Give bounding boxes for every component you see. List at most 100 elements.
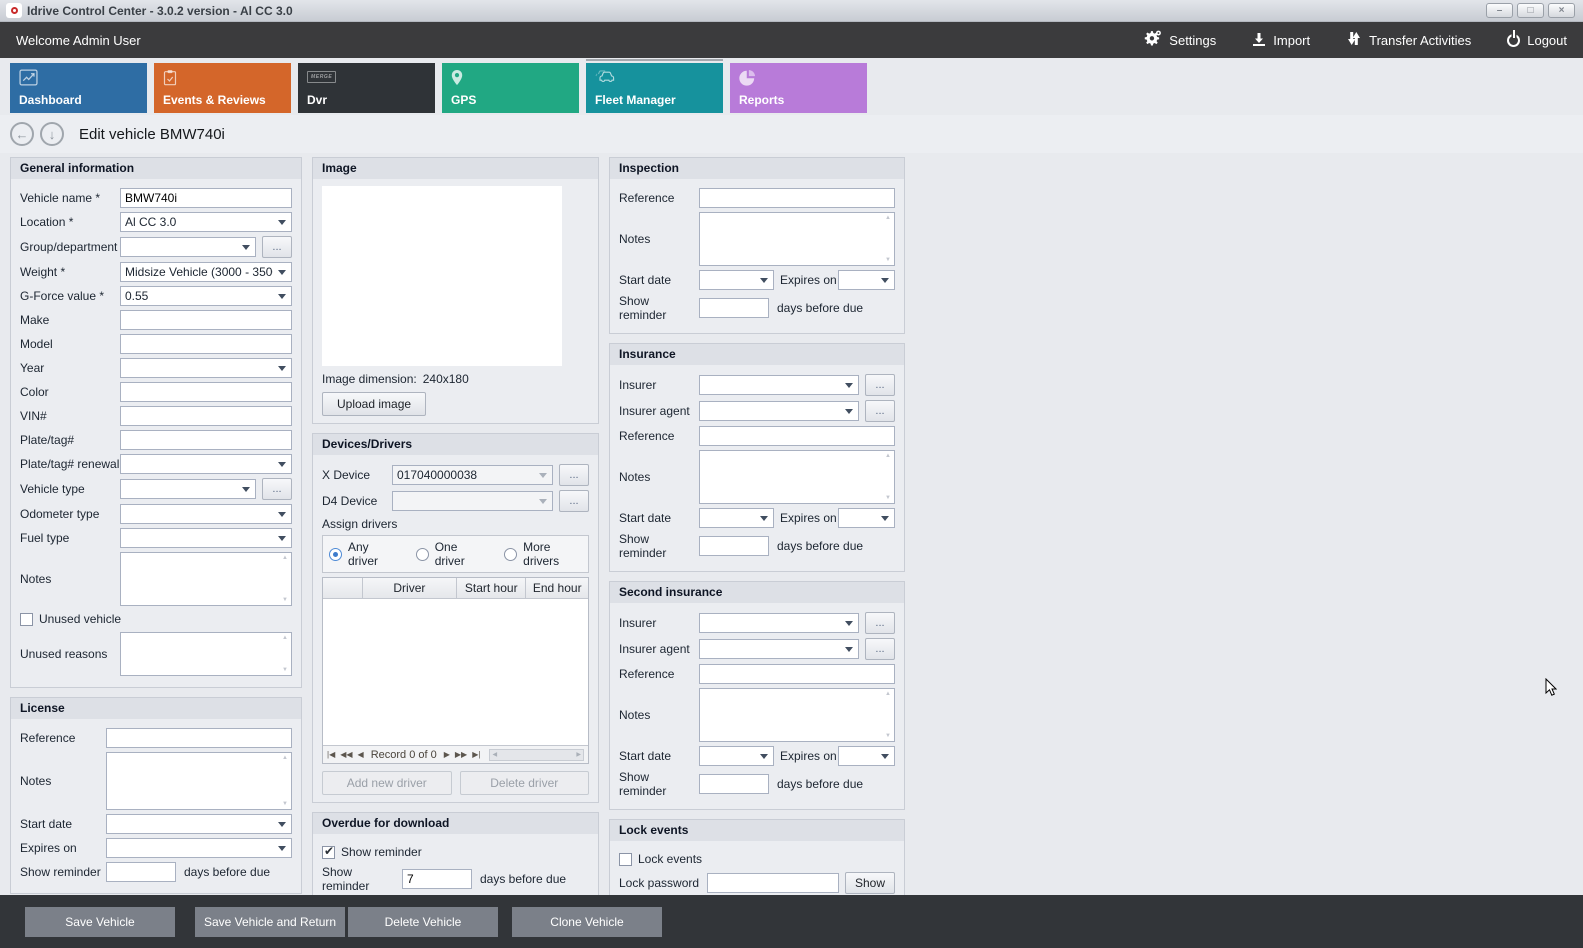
license-reminder-input[interactable] [106,862,176,882]
vin-input[interactable] [120,406,292,426]
x-device-browse-button[interactable]: ... [559,464,589,486]
general-notes-textarea[interactable] [120,552,292,606]
insurer-browse-button[interactable]: ... [865,374,895,396]
d4-device-browse-button[interactable]: ... [559,490,589,512]
insurer-dropdown[interactable] [699,375,859,395]
radio-more-drivers[interactable] [504,547,518,561]
make-input[interactable] [120,310,292,330]
grid-header-end-hour[interactable]: End hour [532,581,582,595]
insurer2-browse-button[interactable]: ... [865,612,895,634]
overdue-reminder-input[interactable] [402,869,472,889]
clone-vehicle-button[interactable]: Clone Vehicle [512,906,662,937]
overdue-show-reminder-checkbox[interactable] [322,844,335,859]
panel-title: Overdue for download [313,813,598,834]
tab-events-reviews[interactable]: Events & Reviews [154,63,291,113]
license-reference-input[interactable] [106,728,292,748]
model-input[interactable] [120,334,292,354]
nav-next-button[interactable]: ▶ [443,750,450,759]
plate-renewal-dropdown[interactable] [120,454,292,474]
insurance-notes-textarea[interactable] [699,450,895,504]
insurance-start-date-dropdown[interactable] [699,508,774,528]
insurer2-agent-browse-button[interactable]: ... [865,638,895,660]
grid-horizontal-scrollbar[interactable]: ◀ ▶ [489,748,584,761]
insurance-reference-input[interactable] [699,426,895,446]
group-department-dropdown[interactable] [120,237,256,257]
maximize-button[interactable]: □ [1517,3,1544,18]
close-button[interactable]: × [1548,3,1575,18]
vehicle-image-placeholder [322,186,562,366]
gforce-dropdown[interactable]: 0.55 [120,286,292,306]
radio-one-driver[interactable] [415,547,429,561]
scroll-down-button[interactable]: ↓ [40,122,64,146]
insurance2-reference-input[interactable] [699,664,895,684]
year-dropdown[interactable] [120,358,292,378]
minimize-button[interactable]: – [1486,3,1513,18]
logout-button[interactable]: Logout [1507,33,1567,48]
nav-last-button[interactable]: ▶| [472,750,481,759]
nav-prev-page-button[interactable]: ◀◀ [340,750,353,759]
insurer-agent-dropdown[interactable] [699,401,859,421]
tab-fleet-manager[interactable]: Fleet Manager [586,63,723,113]
inspection-notes-textarea[interactable] [699,212,895,266]
inspection-start-date-dropdown[interactable] [699,270,774,290]
scroll-left-icon[interactable]: ◀ [492,752,498,758]
chevron-down-icon [278,294,286,299]
x-device-dropdown[interactable]: 017040000038 [392,465,553,485]
insurance2-start-date-dropdown[interactable] [699,746,774,766]
insurance2-expires-dropdown[interactable] [838,746,895,766]
drivers-grid-body[interactable] [323,599,588,745]
nav-prev-button[interactable]: ◀ [357,750,364,759]
back-button[interactable]: ← [10,122,34,146]
delete-driver-button[interactable]: Delete driver [459,771,589,795]
fuel-type-dropdown[interactable] [120,528,292,548]
vehicle-name-input[interactable] [120,188,292,208]
delete-vehicle-button[interactable]: Delete Vehicle [348,906,498,937]
save-vehicle-return-button[interactable]: Save Vehicle and Return [195,906,345,937]
tab-dashboard[interactable]: Dashboard [10,63,147,113]
unused-vehicle-checkbox[interactable] [20,612,33,626]
vehicle-type-browse-button[interactable]: ... [262,478,292,500]
show-password-button[interactable]: Show [844,872,895,894]
settings-button[interactable]: Settings [1143,30,1216,50]
insurer2-agent-dropdown[interactable] [699,639,859,659]
odometer-type-dropdown[interactable] [120,504,292,524]
lock-events-checkbox[interactable] [619,852,632,866]
insurer2-dropdown[interactable] [699,613,859,633]
grid-header-start-hour[interactable]: Start hour [457,578,527,598]
plate-tag-input[interactable] [120,430,292,450]
insurance2-notes-textarea[interactable] [699,688,895,742]
location-dropdown[interactable]: Al CC 3.0 [120,212,292,232]
d4-device-dropdown[interactable] [392,491,553,511]
scroll-right-icon[interactable]: ▶ [576,752,581,758]
inspection-expires-dropdown[interactable] [838,270,895,290]
unused-reasons-textarea[interactable] [120,632,292,676]
license-notes-textarea[interactable] [106,752,292,810]
group-browse-button[interactable]: ... [262,236,292,258]
nav-next-page-button[interactable]: ▶▶ [454,750,468,759]
insurance2-reminder-input[interactable] [699,774,769,794]
weight-dropdown[interactable]: Midsize Vehicle (3000 - 3500 p... [120,262,292,282]
nav-first-button[interactable]: |◀ [327,750,336,759]
insurance-reminder-input[interactable] [699,536,769,556]
model-label: Model [20,337,53,351]
insurance-expires-dropdown[interactable] [838,508,895,528]
tab-gps[interactable]: GPS [442,63,579,113]
license-expires-dropdown[interactable] [106,838,292,858]
upload-image-button[interactable]: Upload image [322,392,427,416]
radio-any-driver[interactable] [329,547,342,561]
lock-password-input[interactable] [707,873,839,893]
tab-dvr[interactable]: MERGE Dvr [298,63,435,113]
inspection-reminder-input[interactable] [699,298,769,318]
save-vehicle-button[interactable]: Save Vehicle [25,906,175,937]
chevron-down-icon [278,846,286,851]
insurer-agent-browse-button[interactable]: ... [865,400,895,422]
tab-reports[interactable]: Reports [730,63,867,113]
license-start-date-dropdown[interactable] [106,814,292,834]
inspection-reference-input[interactable] [699,188,895,208]
grid-header-driver[interactable]: Driver [363,578,457,598]
transfer-activities-button[interactable]: Transfer Activities [1346,31,1471,49]
import-button[interactable]: Import [1252,32,1310,49]
add-new-driver-button[interactable]: Add new driver [322,771,452,795]
vehicle-type-dropdown[interactable] [120,479,256,499]
color-input[interactable] [120,382,292,402]
